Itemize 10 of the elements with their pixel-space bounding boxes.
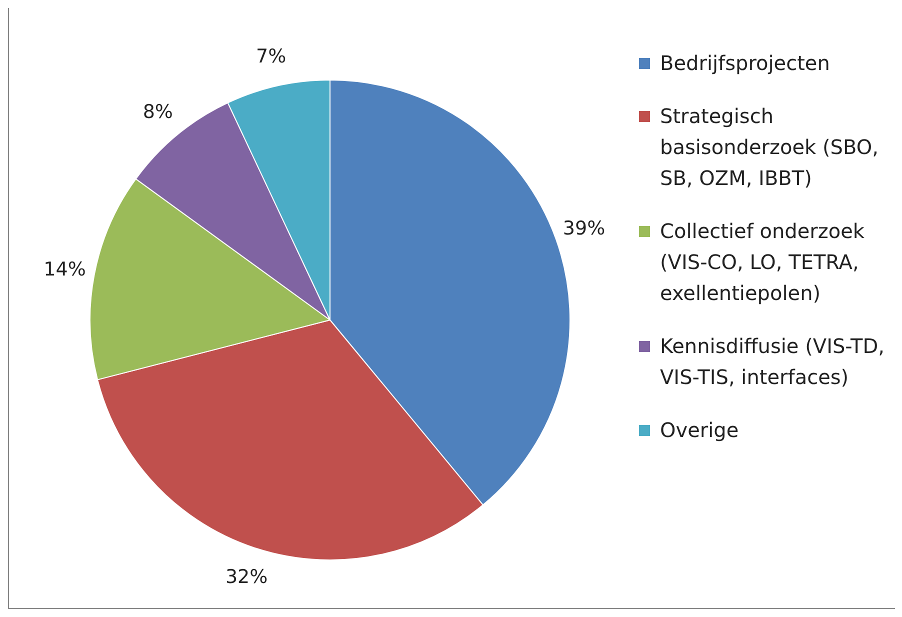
data-label: 7% (256, 46, 286, 68)
legend-label: Strategisch basisonderzoek (SBO, SB, OZM, IBBT) (660, 103, 880, 192)
legend-label: Collectief onderzoek (VIS-CO, LO, TETRA, exellentiepolen) (660, 218, 866, 307)
data-label: 32% (225, 566, 268, 588)
legend-label: Overige (660, 417, 739, 444)
data-label: 8% (142, 100, 173, 123)
data-label: 39% (562, 218, 606, 240)
legend-label: Bedrijfsprojecten (660, 50, 830, 77)
data-label: 14% (44, 258, 86, 280)
legend-label: Kennisdiffusie (VIS-TD, VIS-TIS, interfaces) (660, 333, 886, 391)
